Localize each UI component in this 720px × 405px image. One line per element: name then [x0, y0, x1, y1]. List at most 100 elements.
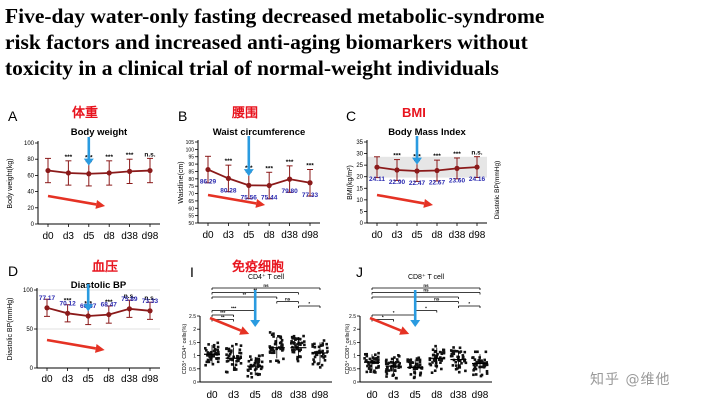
data-point	[210, 350, 213, 354]
y-tick-label: 0.5	[189, 367, 196, 373]
data-point	[393, 362, 397, 366]
data-point	[225, 353, 228, 356]
data-point	[237, 359, 240, 363]
data-point	[216, 348, 219, 352]
data-point	[461, 355, 465, 359]
data-point	[485, 361, 489, 364]
data-point	[313, 345, 317, 349]
y-tick-label: 40	[27, 190, 34, 196]
data-point	[433, 350, 437, 354]
data-point	[434, 361, 438, 365]
y-tick-label: 100	[23, 288, 34, 294]
data-point	[455, 367, 459, 370]
data-point	[374, 371, 377, 374]
x-tick-label: d5	[243, 230, 255, 241]
data-point	[293, 348, 296, 351]
data-point	[461, 357, 465, 360]
data-point	[431, 348, 435, 352]
data-point	[406, 358, 410, 361]
data-point	[290, 342, 293, 345]
data-point	[434, 344, 437, 348]
y-tick-label: 50	[26, 327, 33, 333]
side-note: Diastolic BP(mmHg)	[494, 161, 501, 220]
chart-title: Waist circumference	[213, 127, 306, 138]
data-point	[392, 373, 395, 377]
data-point	[460, 361, 463, 365]
data-point	[431, 353, 435, 357]
significance-label: ***	[433, 153, 441, 160]
data-point	[430, 371, 434, 374]
data-point	[434, 364, 438, 368]
data-point	[313, 355, 317, 359]
data-point	[230, 349, 233, 353]
y-tick-label: 20	[356, 175, 363, 181]
y-tick-label: 80	[188, 177, 194, 183]
panel-letter: B	[178, 108, 187, 124]
data-point	[235, 359, 238, 363]
x-tick-label: d38	[450, 390, 467, 401]
data-point	[394, 361, 398, 364]
data-point	[311, 343, 314, 346]
data-point	[252, 363, 256, 367]
data-point	[442, 350, 446, 354]
data-point	[438, 350, 442, 354]
series-line	[207, 168, 311, 187]
data-point	[433, 369, 437, 373]
data-point	[314, 353, 318, 356]
data-point	[210, 356, 213, 359]
panel-letter: A	[8, 108, 18, 124]
data-label: 68.47	[101, 302, 118, 309]
red-arrow-shaft	[376, 193, 425, 205]
data-point	[206, 351, 210, 354]
significance-label: ***	[105, 154, 113, 161]
x-tick-label: d98	[312, 390, 329, 401]
significance-label: ***	[220, 310, 226, 315]
data-label: 70.12	[59, 300, 76, 307]
red-arrow-shaft	[209, 316, 242, 332]
data-point	[464, 361, 468, 365]
data-point	[266, 182, 272, 189]
data-point	[365, 359, 368, 362]
data-point	[374, 358, 378, 361]
data-point	[292, 334, 296, 338]
data-point	[268, 331, 272, 334]
x-tick-label: d98	[469, 230, 486, 241]
data-point	[439, 356, 442, 359]
data-point	[208, 355, 212, 358]
data-point	[249, 363, 253, 367]
data-point	[387, 361, 391, 365]
data-point	[255, 357, 258, 361]
data-point	[322, 356, 326, 359]
data-point	[397, 366, 400, 369]
data-point	[473, 358, 477, 361]
red-arrow-shaft	[46, 338, 97, 350]
data-point	[365, 370, 369, 374]
x-tick-label: d0	[41, 374, 53, 385]
data-point	[260, 365, 264, 369]
significance-label: *	[468, 301, 470, 306]
panel-annotation: 腰围	[231, 105, 258, 120]
data-point	[206, 354, 209, 357]
x-tick-label: d5	[411, 230, 423, 241]
data-point	[372, 370, 376, 374]
data-point	[479, 374, 483, 378]
data-point	[298, 349, 301, 353]
data-point	[320, 363, 324, 367]
data-point	[440, 357, 444, 361]
figure-title: Five-day water-only fasting decreased me…	[5, 3, 717, 81]
data-point	[367, 363, 370, 366]
panel-letter: I	[190, 264, 194, 280]
figure-title-line: Five-day water-only fasting decreased me…	[5, 4, 545, 28]
data-point	[473, 365, 477, 369]
y-axis-label: CD3⁺ CD8⁺ cells(%)	[344, 324, 351, 375]
significance-label: *	[393, 310, 395, 315]
data-point	[418, 360, 422, 364]
data-point	[280, 338, 284, 342]
data-point	[295, 347, 299, 351]
data-point	[395, 358, 399, 361]
x-tick-label: d98	[142, 231, 159, 242]
data-point	[476, 350, 479, 354]
data-point	[323, 358, 327, 362]
x-tick-label: d3	[63, 231, 75, 242]
